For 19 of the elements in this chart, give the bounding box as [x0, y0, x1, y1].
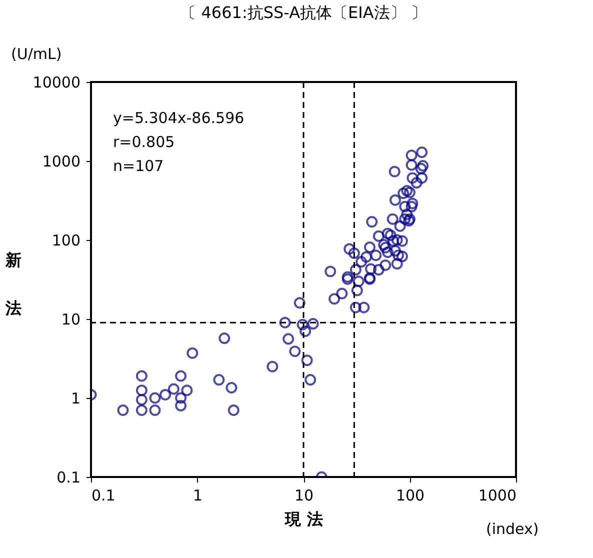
x-axis-title: 現 法 [284, 510, 323, 528]
x-tick-label: 1000 [478, 486, 516, 504]
y-tick-label: 0.1 [56, 468, 80, 486]
x-tick-label: 1 [192, 486, 203, 504]
text: (index) [486, 520, 539, 538]
chart-title: 〔 4661:抗SS-A抗体〔EIA法〕 〕 [180, 3, 427, 22]
text: (U/mL) [11, 45, 62, 63]
annotation: r=0.805 [113, 133, 175, 151]
x-tick-label: 10 [294, 486, 314, 504]
x-tick-label: 0.1 [92, 486, 116, 504]
text: 新法 [6, 250, 22, 318]
x-tick-label: 100 [396, 486, 425, 504]
annotation: y=5.304x-86.596 [113, 109, 244, 127]
annotation: n=107 [113, 157, 164, 175]
y-tick-label: 100 [52, 232, 80, 250]
y-tick-label: 10000 [32, 74, 80, 92]
y-tick-label: 1 [70, 390, 80, 408]
y-tick-label: 1000 [42, 152, 80, 170]
y-tick-label: 10 [61, 310, 80, 328]
